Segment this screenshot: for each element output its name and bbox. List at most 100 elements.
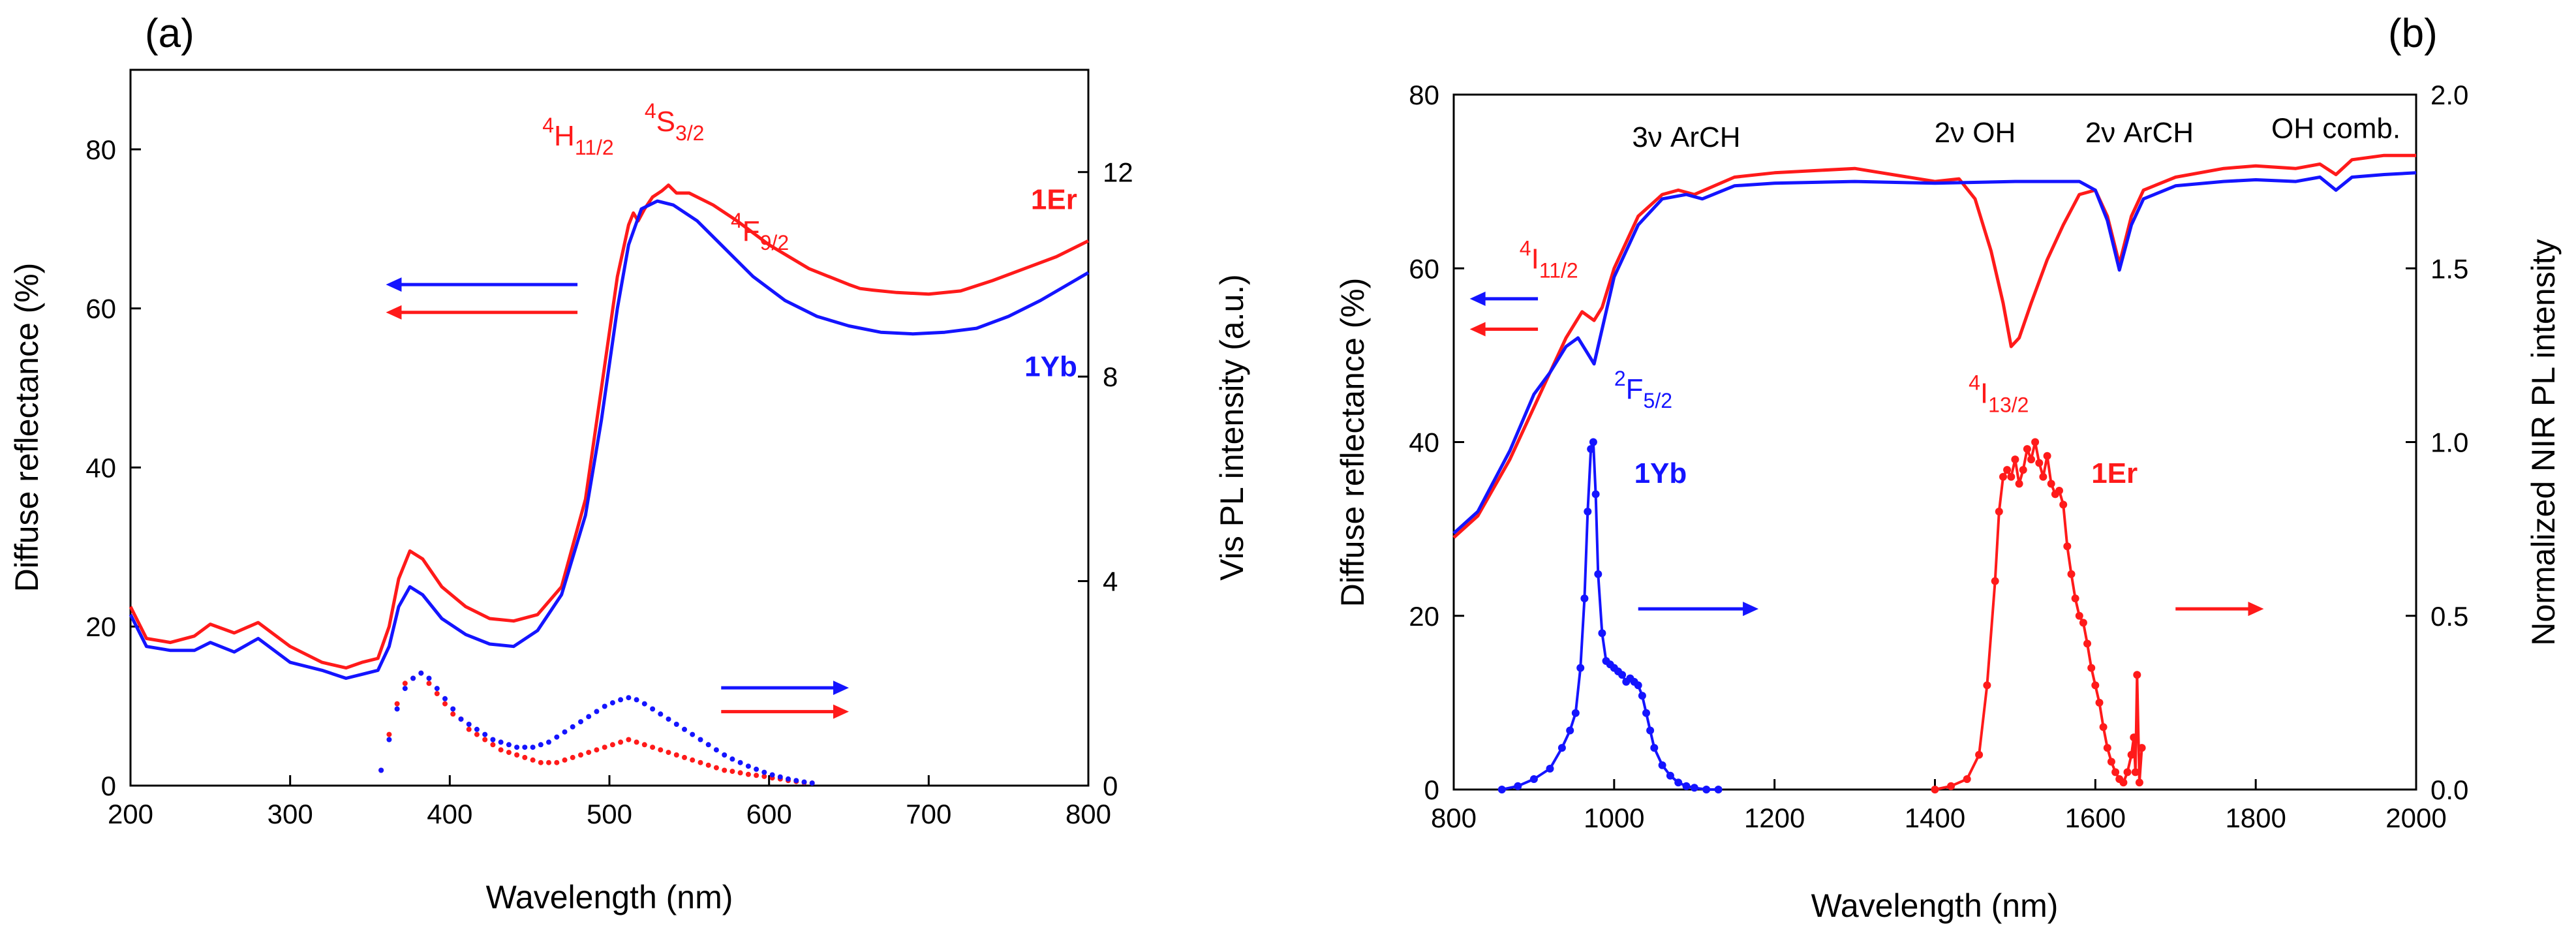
- panel-a: (a) 200 300 400 500 600 700 80002040608004812 …: [8, 11, 1250, 915]
- panel-a-series-1yb-vis-pl-point: [650, 706, 656, 712]
- panel-a-series-1yb-vis-pl-point: [602, 703, 607, 709]
- panel-a-series-1er-vis-pl-point: [690, 757, 696, 763]
- panel-a-y2tick-label: 0: [1103, 771, 1118, 801]
- panel-a-term-annotation: 4S3/2: [645, 99, 705, 145]
- panel-a-series-1yb-vis-pl-point: [474, 726, 480, 732]
- panel-a-series-1er-vis-pl-point: [602, 745, 607, 750]
- panel-a-series-1yb-vis-pl-point: [786, 776, 791, 782]
- panel-b-series-1yb-nir-pl-point: [1646, 726, 1655, 735]
- panel-a-series-1yb-vis-pl-point: [458, 716, 464, 722]
- panel-a-series-1er-vis-pl-point: [530, 757, 536, 763]
- panel-a-series-1yb-vis-pl-point: [442, 696, 448, 701]
- panel-a-ytick-label: 40: [85, 452, 116, 483]
- panel-b-series-1yb-nir-pl-point: [1714, 786, 1723, 793]
- panel-b-series-1yb-nir-pl-point: [1514, 782, 1522, 790]
- panel-b-series-1er-nir-pl-point: [1975, 750, 1984, 759]
- panel-a-arrow-head-red-left: [386, 305, 402, 320]
- panel-b-series-1er-nir-pl-point: [2079, 619, 2087, 627]
- panel-b-arrow-head-red-left: [1469, 322, 1486, 337]
- panel-a-series-1er-vis-pl-point: [402, 681, 408, 686]
- panel-a-series-1er-vis-pl-point: [594, 747, 600, 753]
- panel-b-series-1yb-nir-pl-point: [1682, 782, 1691, 790]
- panel-b-series-1er-nir-pl-point: [2095, 698, 2104, 707]
- panel-a-y2label: Vis PL intensity (a.u.): [1214, 274, 1250, 581]
- panel-b-xtick-label: 1600: [2065, 803, 2126, 833]
- panel-b-series-1yb-nir-pl-point: [1618, 671, 1627, 679]
- panel-b-series-1er-nir-pl-point: [2023, 445, 2031, 453]
- panel-b-y2tick-label: 1.5: [2430, 253, 2468, 284]
- panel-a-series-1yb-vis-pl-point: [793, 778, 799, 784]
- panel-b-ytick-label: 60: [1409, 253, 1439, 284]
- panel-b-series-1yb-nir-pl-point: [1580, 594, 1589, 603]
- panel-a-series-1yb-vis-pl-point: [562, 729, 568, 735]
- panel-b: (b) 800 1000 1200 1400 1600 1800 2000020406080…: [1334, 11, 2562, 924]
- panel-b-series-1er-nir-pl-point: [2039, 472, 2047, 481]
- panel-a-y2tick-label: 12: [1103, 157, 1133, 188]
- panel-a-series-1yb-vis-pl-point: [570, 724, 575, 730]
- panel-b-xtick-label: 1000: [1584, 803, 1644, 833]
- panel-a-xtick-label: 700: [906, 799, 951, 829]
- panel-a-series-1er-vis-pl-point: [426, 681, 432, 686]
- panel-a-series-1yb-vis-pl-point: [690, 731, 696, 737]
- panel-a-series-1er-vis-pl-point: [490, 742, 496, 748]
- panel-b-series-1yb-nir-pl-point: [1571, 709, 1580, 717]
- panel-a-series-1er-vis-pl-point: [546, 760, 551, 765]
- panel-a-series-1yb-vis-pl-point: [698, 737, 703, 743]
- panel-a-label-1er: 1Er: [1031, 183, 1077, 215]
- panel-a-series-1er-vis-pl-point: [474, 731, 480, 737]
- panel-a-xtick-label: 500: [587, 799, 632, 829]
- panel-a-series-1er-vis-pl-point: [570, 754, 575, 760]
- panel-b-series-1yb-nir-pl-point: [1587, 445, 1595, 453]
- panel-b-labels: 1Yb 1Er 3ν ArCH 2ν OH 2ν ArCH OH comb. 4I11/2 2…: [1520, 113, 2400, 490]
- panel-a-ytick-label: 60: [85, 294, 116, 324]
- panel-b-ytick-label: 20: [1409, 601, 1439, 632]
- panel-b-series-1yb-nir-pl-point: [1650, 744, 1659, 752]
- panel-a-ytick-label: 0: [101, 771, 116, 801]
- panel-b-term-annotation: 4I13/2: [1969, 371, 2029, 417]
- panel-a-series-1yb-vis-pl-point: [801, 779, 807, 785]
- panel-a-series-1yb-vis-pl-point: [378, 767, 384, 773]
- panel-b-series-1er-nir-pl-point: [2130, 733, 2138, 742]
- panel-a-series-1yb-vis-pl-point: [626, 695, 632, 701]
- panel-b-series-1yb-nir-pl-point: [1638, 692, 1646, 700]
- panel-b-series-1er-nir-pl-point: [2123, 768, 2132, 776]
- panel-a-series-1yb-vis-pl-point: [729, 756, 735, 762]
- panel-b-series-1er-nir-pl-point: [1947, 782, 1955, 790]
- panel-b-arrow-head-blue-right: [1743, 602, 1759, 617]
- panel-b-series-1er-nir-pl-point: [2055, 487, 2063, 495]
- panel-a-series-1yb-vis-pl-point: [434, 686, 440, 692]
- panel-b-series-1yb-nir-pl-point: [1634, 681, 1642, 690]
- panel-a-label-1yb: 1Yb: [1024, 350, 1077, 382]
- panel-b-series-1er-nir-pl-point: [2043, 452, 2051, 460]
- panel-a-series-1yb-vis-pl-point: [522, 745, 528, 750]
- panel-b-series-1er-nir-pl-point: [2091, 681, 2100, 690]
- panel-a-series-1yb-vis-pl-point: [498, 739, 504, 745]
- panel-a-series-1yb-vis-pl-point: [594, 709, 600, 714]
- panel-a-series-1er-vis-pl-point: [673, 752, 679, 758]
- panel-a-series-1er-vis-pl-point: [658, 747, 664, 753]
- panel-a-series-1er-vis-pl-point: [641, 742, 647, 748]
- panel-a-term-annotation: 4H11/2: [542, 114, 613, 159]
- panel-a-ytick-label: 20: [85, 611, 116, 642]
- panel-b-series-1yb-nir-pl-point: [1702, 786, 1711, 793]
- panel-b-series-1er-nir-pl-point: [2111, 768, 2120, 776]
- panel-b-y2tick-label: 0.0: [2430, 775, 2468, 805]
- panel-a-y2tick-label: 4: [1103, 566, 1118, 597]
- panel-b-series-1er-nir-pl-point: [2138, 744, 2146, 752]
- panel-a-series-1yb-vis-pl-point: [482, 731, 488, 737]
- panel-b-series-1er-nir-pl-point: [2003, 466, 2012, 474]
- panel-b-term-annotation: 4I11/2: [1520, 236, 1578, 282]
- panel-b-y2tick-label: 0.5: [2430, 601, 2468, 632]
- panel-a-series-1er-vis-pl-point: [386, 731, 392, 737]
- panel-a-series-1er-vis-pl-point: [586, 750, 592, 756]
- panel-a-series-1yb-vis-pl-point: [609, 700, 615, 706]
- panel-a-series-1er-vis-pl-point: [506, 750, 512, 756]
- panel-b-series-1er-nir-pl-point: [1931, 786, 1939, 793]
- panel-b-series-1yb-nir-pl-point: [1576, 664, 1585, 672]
- panel-a-series-1er-vis-pl-point: [578, 752, 583, 758]
- panel-a-series-1er-vis-pl-point: [434, 691, 440, 696]
- panel-b-series-1er-nir-pl-point: [2007, 472, 2016, 481]
- panel-b-xtick-label: 800: [1431, 803, 1477, 833]
- panel-b-series-1yb-nir-pl-point: [1594, 570, 1602, 578]
